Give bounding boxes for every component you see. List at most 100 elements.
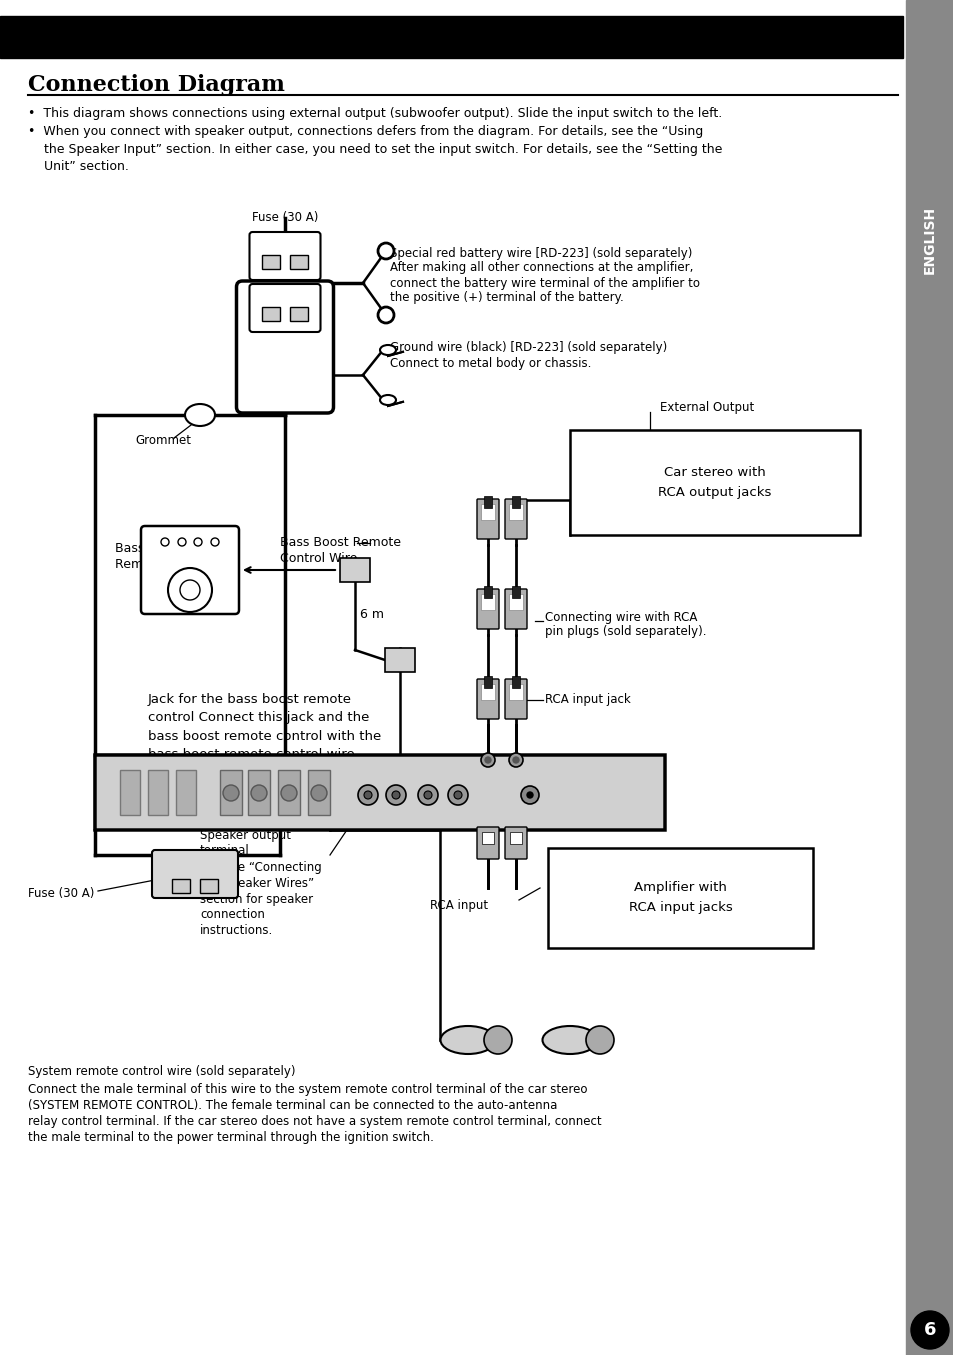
Text: 6: 6	[923, 1321, 935, 1339]
Ellipse shape	[185, 404, 214, 425]
Text: Jack for the bass boost remote: Jack for the bass boost remote	[148, 694, 352, 706]
Text: Connect the male terminal of this wire to the system remote control terminal of : Connect the male terminal of this wire t…	[28, 1084, 587, 1096]
FancyBboxPatch shape	[236, 280, 334, 413]
Text: the Speaker Wires”: the Speaker Wires”	[200, 877, 314, 889]
Bar	[480, 684, 495, 701]
Text: terminal: terminal	[200, 844, 250, 858]
Text: External Output: External Output	[659, 401, 754, 413]
Bar	[0, 16, 902, 58]
Text: Grommet: Grommet	[135, 434, 191, 447]
Text: Fuse (30 A): Fuse (30 A)	[28, 886, 94, 900]
Text: 6 m: 6 m	[359, 608, 384, 622]
Text: Connecting wire with RCA: Connecting wire with RCA	[544, 611, 697, 623]
Circle shape	[223, 785, 239, 801]
Bar	[481, 832, 494, 844]
Circle shape	[585, 1026, 614, 1054]
Circle shape	[509, 753, 522, 767]
Circle shape	[377, 308, 394, 322]
FancyBboxPatch shape	[95, 755, 664, 831]
FancyBboxPatch shape	[250, 285, 320, 332]
Text: ENGLISH: ENGLISH	[923, 206, 936, 274]
Circle shape	[513, 757, 518, 763]
Text: RCA output jack: RCA output jack	[499, 767, 594, 779]
FancyBboxPatch shape	[476, 679, 498, 720]
Ellipse shape	[542, 1026, 597, 1054]
Circle shape	[168, 568, 212, 612]
Text: instructions.: instructions.	[200, 924, 273, 938]
Circle shape	[484, 757, 491, 763]
Text: pin plugs (sold separately).: pin plugs (sold separately).	[544, 626, 706, 638]
Text: RCA input jack: RCA input jack	[544, 694, 630, 706]
Bar	[512, 585, 519, 598]
Circle shape	[364, 791, 372, 799]
FancyBboxPatch shape	[504, 589, 526, 629]
Circle shape	[417, 785, 437, 805]
Circle shape	[423, 791, 432, 799]
Text: RCA input: RCA input	[430, 900, 488, 912]
Bar	[483, 676, 492, 688]
Bar	[120, 770, 140, 814]
Text: control Connect this jack and the: control Connect this jack and the	[148, 711, 369, 725]
Circle shape	[480, 753, 495, 767]
Text: the positive (+) terminal of the battery.: the positive (+) terminal of the battery…	[390, 291, 623, 305]
Bar	[308, 770, 330, 814]
Text: Connection Diagram: Connection Diagram	[28, 75, 285, 96]
FancyBboxPatch shape	[504, 679, 526, 720]
Text: connection: connection	[200, 908, 265, 921]
Circle shape	[281, 785, 296, 801]
Text: the Speaker Input” section. In either case, you need to set the input switch. Fo: the Speaker Input” section. In either ca…	[44, 142, 721, 156]
Bar	[483, 585, 492, 598]
Text: Unit” section.: Unit” section.	[44, 160, 129, 172]
Bar	[905, 0, 953, 1355]
Text: Ground wire (black) [RD-223] (sold separately): Ground wire (black) [RD-223] (sold separ…	[390, 341, 666, 355]
FancyBboxPatch shape	[476, 827, 498, 859]
Text: bass boost remote control wire.: bass boost remote control wire.	[148, 748, 358, 760]
Text: (SYSTEM REMOTE CONTROL). The female terminal can be connected to the auto-antenn: (SYSTEM REMOTE CONTROL). The female term…	[28, 1099, 557, 1112]
Circle shape	[448, 785, 468, 805]
Text: •  This diagram shows connections using external output (subwoofer output). Slid: • This diagram shows connections using e…	[28, 107, 721, 119]
Text: Special red battery wire [RD-223] (sold separately): Special red battery wire [RD-223] (sold …	[390, 247, 692, 260]
Text: section for speaker: section for speaker	[200, 893, 313, 905]
Bar	[510, 832, 521, 844]
Text: connect the battery wire terminal of the amplifier to: connect the battery wire terminal of the…	[390, 276, 700, 290]
Circle shape	[386, 785, 406, 805]
Bar	[385, 648, 415, 672]
Circle shape	[180, 580, 200, 600]
Text: Car stereo with
RCA output jacks: Car stereo with RCA output jacks	[658, 466, 771, 499]
Circle shape	[311, 785, 327, 801]
Bar	[220, 770, 242, 814]
Bar	[248, 770, 270, 814]
Bar	[509, 504, 522, 520]
Text: Fuse (30 A): Fuse (30 A)	[252, 339, 318, 351]
Ellipse shape	[440, 1026, 495, 1054]
Circle shape	[211, 538, 219, 546]
Circle shape	[526, 793, 533, 798]
Text: Fuse (30 A): Fuse (30 A)	[252, 211, 318, 225]
Bar	[480, 504, 495, 520]
Text: Remote Control: Remote Control	[115, 558, 213, 572]
Text: After making all other connections at the amplifier,: After making all other connections at th…	[390, 262, 693, 275]
FancyBboxPatch shape	[504, 499, 526, 539]
Text: Bass Boost Remote: Bass Boost Remote	[280, 537, 400, 550]
Circle shape	[483, 1026, 512, 1054]
Bar	[509, 684, 522, 701]
Text: Speaker output: Speaker output	[200, 828, 291, 841]
FancyBboxPatch shape	[476, 499, 498, 539]
Text: relay control terminal. If the car stereo does not have a system remote control : relay control terminal. If the car stere…	[28, 1115, 601, 1129]
Ellipse shape	[379, 346, 395, 355]
Bar	[262, 308, 280, 321]
Bar	[483, 496, 492, 508]
Text: Connect to metal body or chassis.: Connect to metal body or chassis.	[390, 356, 591, 370]
Bar	[262, 255, 280, 270]
Bar	[290, 308, 308, 321]
FancyBboxPatch shape	[152, 850, 237, 898]
Bar	[509, 593, 522, 610]
FancyBboxPatch shape	[250, 232, 320, 280]
Circle shape	[357, 785, 377, 805]
Bar	[172, 879, 190, 893]
Text: •  When you connect with speaker output, connections defers from the diagram. Fo: • When you connect with speaker output, …	[28, 126, 702, 138]
Circle shape	[520, 786, 538, 804]
Circle shape	[251, 785, 267, 801]
Text: bass boost remote control with the: bass boost remote control with the	[148, 729, 381, 743]
Bar	[148, 770, 168, 814]
